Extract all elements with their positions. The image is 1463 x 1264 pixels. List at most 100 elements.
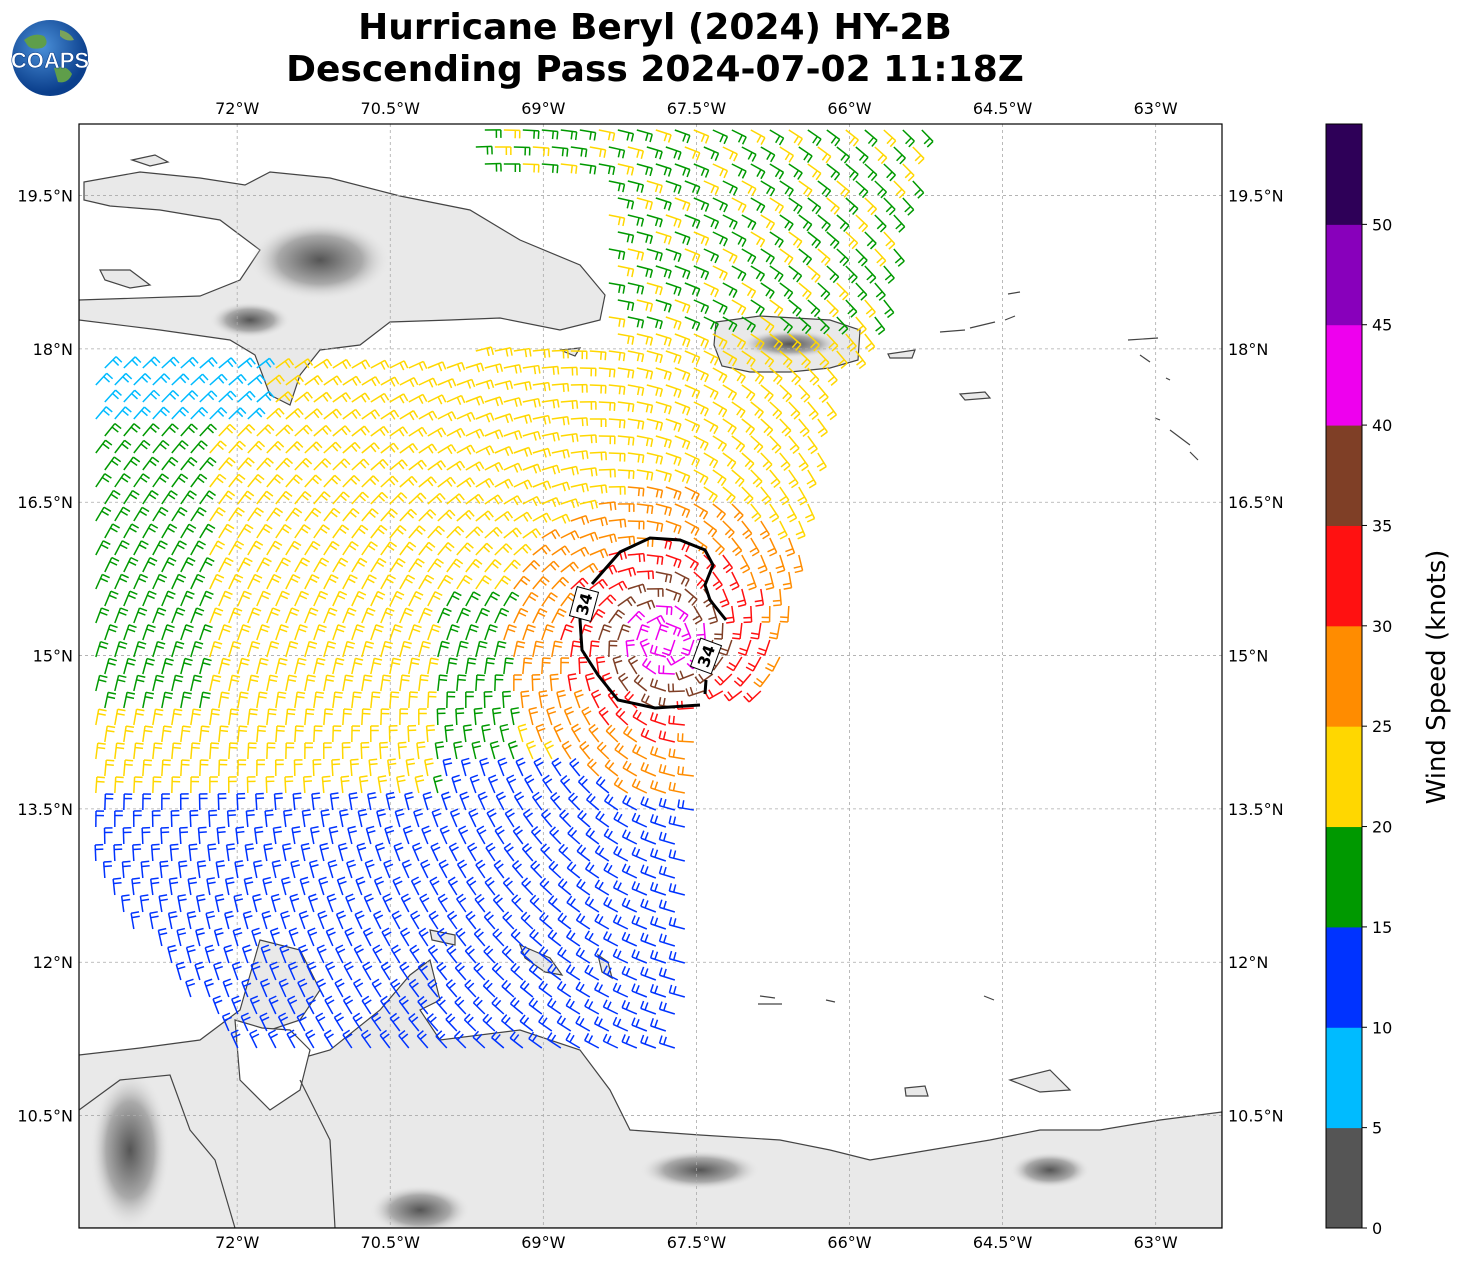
barb-feather: [838, 324, 846, 332]
barb-feather: [143, 406, 151, 413]
wind-barb: [655, 367, 672, 381]
barb-feather: [341, 779, 350, 783]
wind-barb: [256, 357, 275, 369]
barb-feather: [847, 307, 855, 315]
barb-feather: [623, 386, 626, 395]
barb-staff: [864, 265, 877, 279]
barb-staff: [399, 508, 412, 522]
virgin-islands: [939, 291, 1021, 333]
barb-feather: [409, 379, 415, 388]
wind-barb: [399, 377, 419, 388]
barb-feather: [889, 140, 897, 148]
barb-staff: [617, 333, 634, 338]
barb-feather: [364, 392, 371, 401]
wind-barb: [836, 316, 849, 335]
barb-feather: [523, 481, 529, 490]
barb-feather: [868, 311, 876, 318]
wind-barb: [123, 389, 142, 403]
barb-staff: [674, 401, 691, 409]
wind-barb: [855, 282, 868, 301]
barb-staff: [171, 406, 184, 420]
barb-staff: [484, 396, 501, 403]
barb-feather: [814, 241, 821, 249]
barb-feather: [851, 276, 858, 284]
barb-staff: [655, 333, 672, 340]
barb-staff: [798, 486, 808, 502]
barb-feather: [732, 324, 738, 333]
barb-feather: [787, 292, 794, 300]
barb-staff: [361, 708, 364, 726]
barb-feather: [799, 500, 808, 506]
barb-feather: [219, 440, 227, 447]
barb-staff: [598, 163, 615, 168]
barb-feather: [523, 661, 532, 665]
barb-feather: [306, 391, 313, 399]
wind-barb: [399, 475, 418, 488]
barb-feather: [533, 366, 537, 375]
barb-staff: [912, 146, 925, 159]
wind-barb: [190, 406, 209, 420]
barb-feather: [865, 308, 873, 315]
barb-feather: [196, 510, 205, 517]
barb-staff: [741, 282, 756, 292]
barb-feather: [704, 203, 710, 212]
barb-feather: [543, 416, 547, 425]
barb-feather: [819, 358, 827, 366]
barb-staff: [769, 401, 783, 414]
barb-feather: [421, 426, 428, 435]
barb-staff: [389, 492, 402, 505]
barb-feather: [133, 423, 141, 430]
barb-feather: [840, 362, 848, 369]
barb-feather: [618, 284, 621, 293]
wind-barb: [313, 458, 332, 471]
barb-feather: [738, 479, 745, 487]
barb-feather: [402, 426, 409, 434]
barb-feather: [345, 392, 352, 400]
barb-staff: [541, 496, 557, 505]
barb-feather: [734, 476, 742, 485]
barb-staff: [665, 384, 682, 391]
barb-staff: [513, 479, 529, 488]
barb-feather: [350, 763, 359, 766]
barb-feather: [637, 454, 640, 463]
barb-feather: [514, 365, 518, 374]
barb-feather: [908, 140, 915, 148]
barb-feather: [487, 510, 494, 518]
barb-feather: [885, 205, 893, 213]
barb-feather: [654, 285, 659, 295]
barb-feather: [552, 366, 555, 375]
barb-feather: [246, 490, 255, 497]
barb-feather: [448, 509, 456, 517]
barb-feather: [905, 137, 912, 145]
barb-feather: [599, 148, 602, 158]
barb-feather: [728, 185, 734, 194]
wind-barb: [256, 490, 274, 505]
barb-feather: [686, 373, 691, 382]
barb-feather: [322, 775, 331, 778]
barb-feather: [766, 186, 772, 195]
barb-feather: [899, 157, 906, 165]
barb-staff: [798, 282, 812, 294]
barb-feather: [751, 256, 757, 265]
wind-barb: [361, 508, 379, 522]
barb-feather: [645, 336, 649, 345]
barb-feather: [659, 422, 664, 431]
barb-staff: [161, 390, 174, 403]
wind-barb: [741, 384, 756, 402]
wind-barb: [646, 214, 663, 228]
barb-feather: [646, 471, 649, 480]
barb-staff: [370, 458, 384, 471]
barb-staff: [655, 503, 672, 509]
barb-feather: [543, 147, 546, 156]
barb-feather: [134, 356, 142, 364]
wind-barb: [598, 129, 616, 142]
barb-staff: [912, 180, 925, 194]
barb-feather: [268, 357, 275, 366]
barb-staff: [161, 456, 173, 471]
wind-barb: [883, 299, 895, 319]
wind-barb: [427, 460, 447, 471]
barb-staff: [826, 401, 838, 416]
barb-staff: [237, 457, 249, 471]
barb-feather: [731, 427, 737, 435]
wind-barb: [399, 443, 419, 454]
